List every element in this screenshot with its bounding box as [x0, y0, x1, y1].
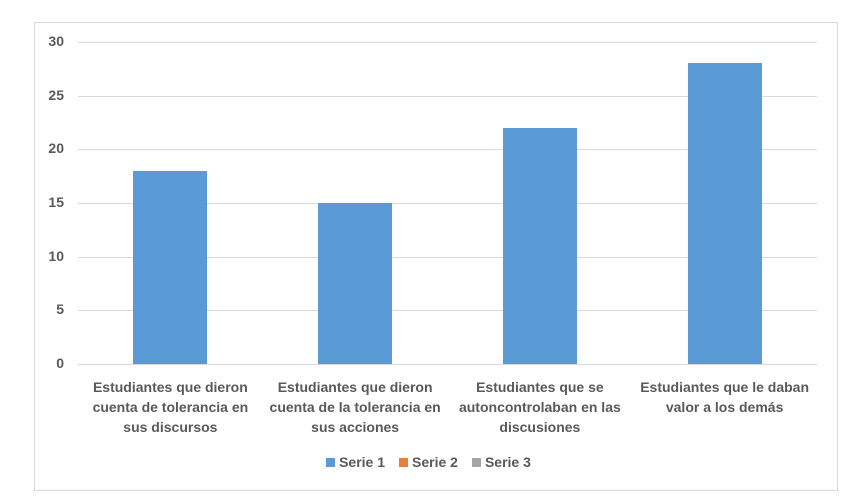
- legend-item[interactable]: Serie 3: [471, 454, 531, 470]
- x-tick-label: Estudiantes que dieron cuenta de toleranc…: [92, 379, 249, 435]
- y-tick-label: 30: [48, 33, 64, 49]
- bar[interactable]: [133, 170, 208, 364]
- gridline: [78, 256, 817, 258]
- legend-item[interactable]: Serie 2: [399, 454, 458, 470]
- y-tick-label: 15: [48, 194, 64, 210]
- bar[interactable]: [318, 203, 393, 364]
- legend-swatch-icon: [399, 457, 409, 467]
- legend-label: Serie 1: [339, 454, 386, 470]
- y-tick-label: 5: [56, 301, 64, 318]
- legend: Serie 1 Serie 2 Serie 3: [0, 454, 857, 470]
- gridline: [78, 310, 817, 312]
- bar[interactable]: [502, 127, 577, 364]
- x-tick-label: Estudiantes que dieron cuenta de la toler…: [269, 379, 441, 435]
- gridline: [78, 364, 817, 365]
- gridline: [78, 42, 817, 43]
- legend-swatch-icon: [471, 457, 481, 467]
- x-tick-label: Estudiantes que se autoncontrolaban en la…: [458, 379, 621, 435]
- plot-area: [78, 42, 817, 365]
- gridline: [78, 95, 817, 97]
- x-tick-label: Estudiantes que le daban valor a los demá…: [640, 379, 810, 415]
- y-tick-label: 25: [48, 86, 64, 103]
- legend-label: Serie 3: [484, 454, 531, 470]
- gridline: [78, 149, 817, 151]
- y-tick-label: 0: [56, 355, 64, 371]
- bar[interactable]: [687, 63, 762, 364]
- gridline: [78, 203, 817, 204]
- legend-label: Serie 2: [412, 454, 458, 470]
- y-tick-label: 20: [48, 140, 64, 157]
- legend-item[interactable]: Serie 1: [326, 454, 385, 470]
- y-tick-label: 10: [48, 247, 64, 264]
- legend-swatch-icon: [326, 457, 336, 467]
